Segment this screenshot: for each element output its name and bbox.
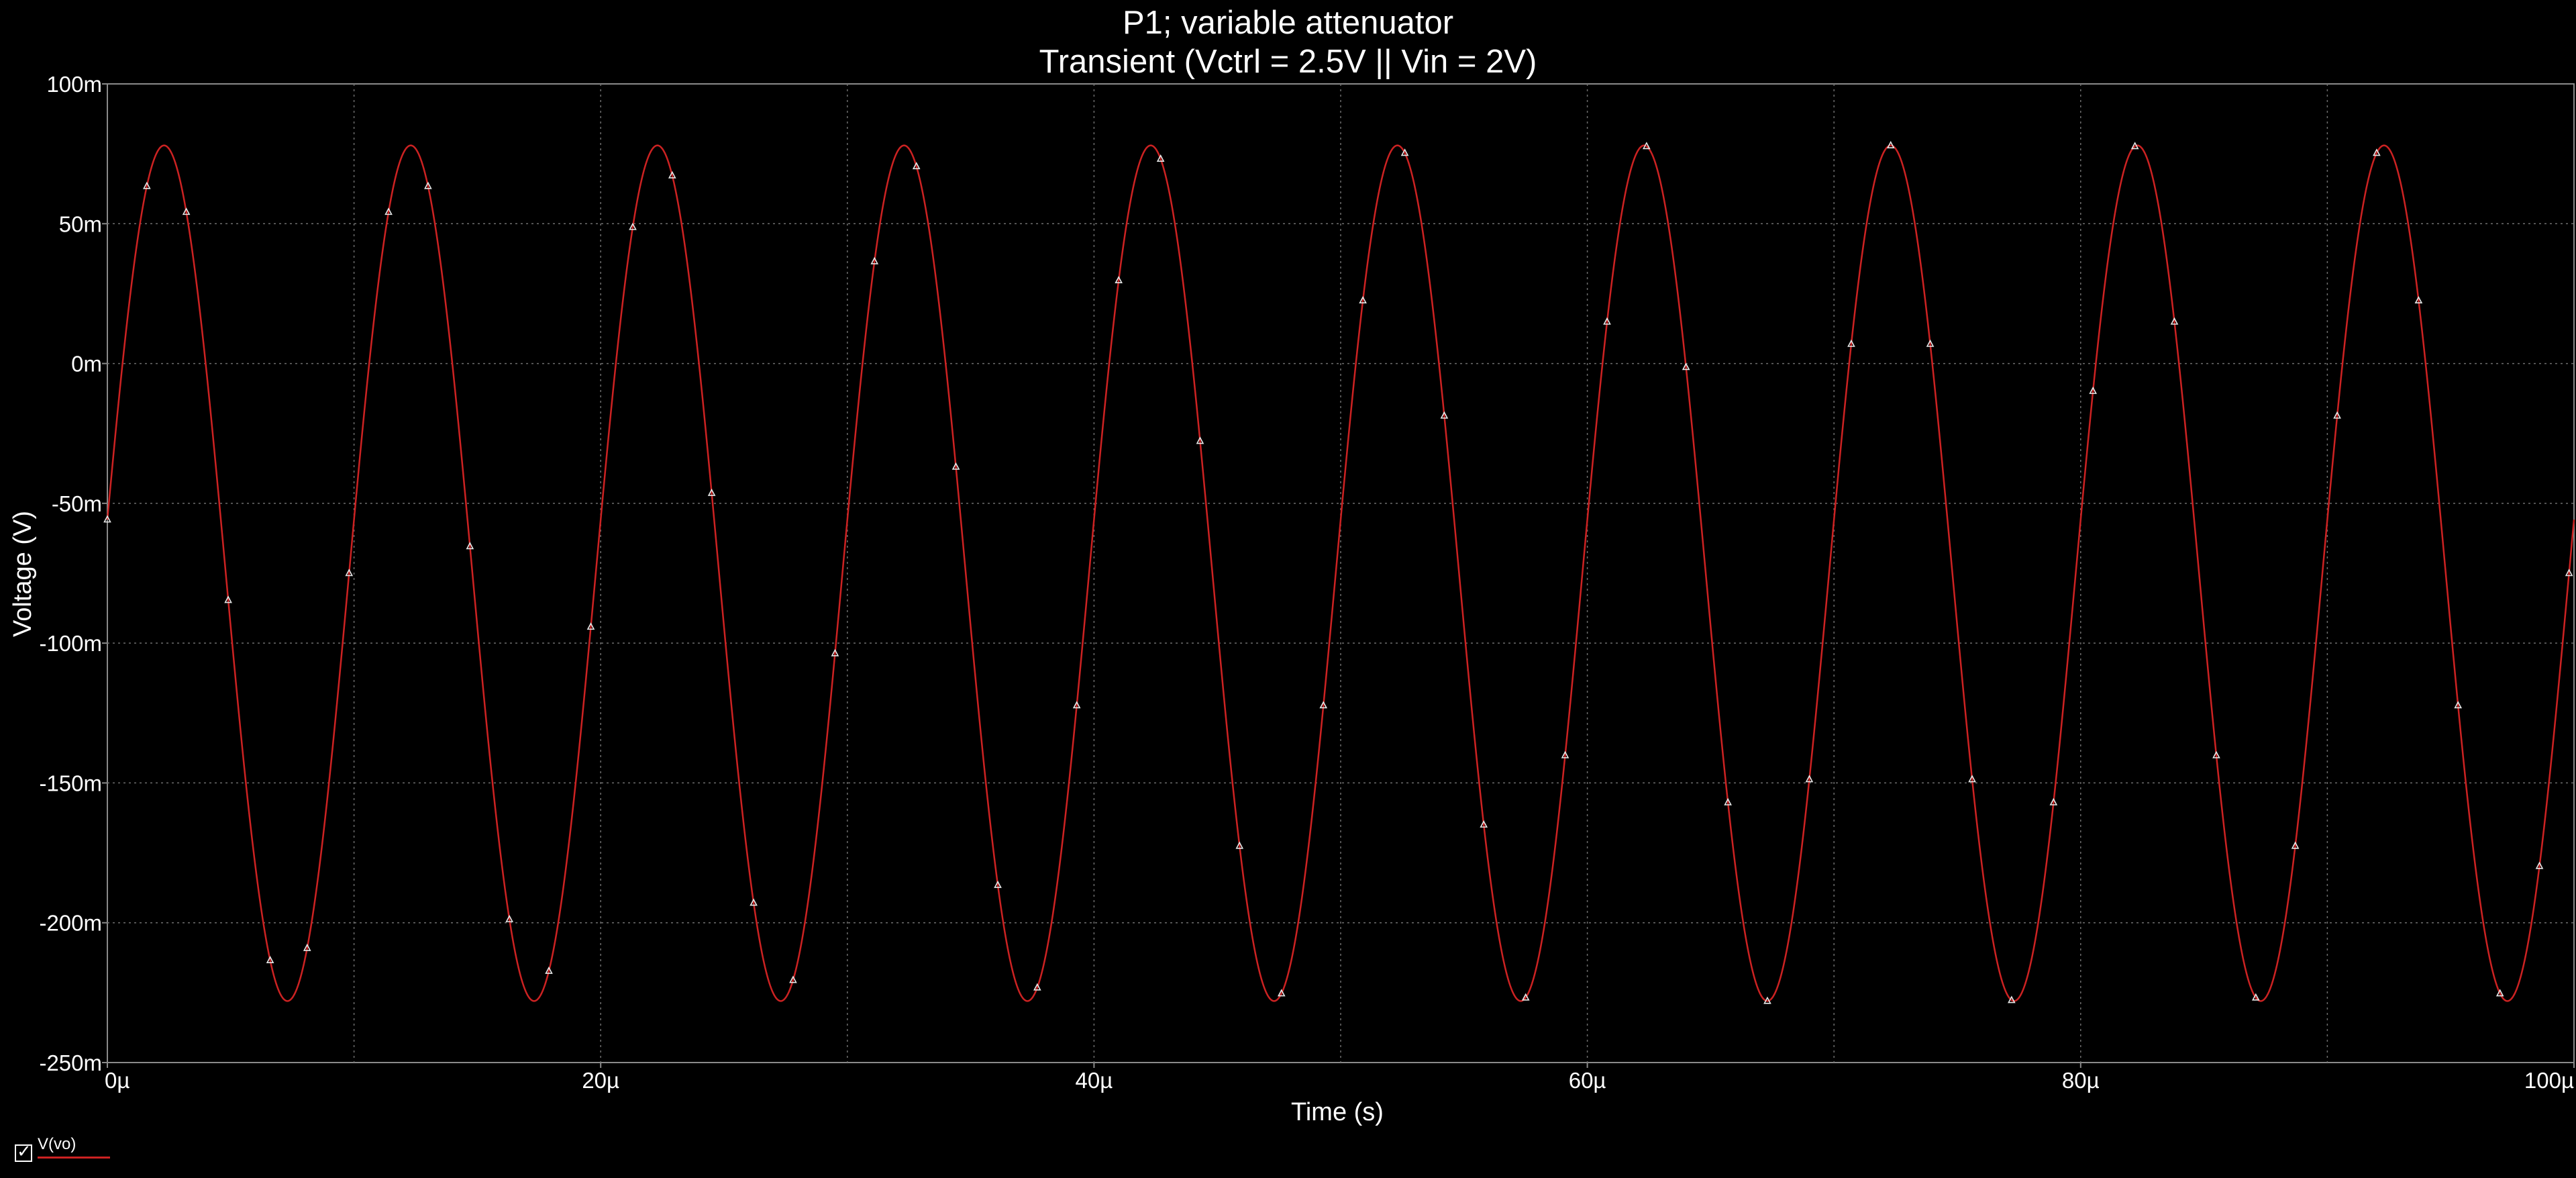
x-tick-labels: 0µ 20µ 40µ 60µ 80µ 100µ [105, 1063, 2575, 1093]
data-point-marker [1561, 750, 1569, 758]
data-point-marker [1521, 993, 1530, 1001]
legend-entry-vvo[interactable]: V(vo) [38, 1136, 110, 1159]
data-point-marker [2170, 317, 2179, 325]
data-point-marker [1400, 148, 1409, 156]
data-point-marker [2212, 750, 2220, 758]
data-point-marker [1805, 775, 1814, 783]
data-point-marker [1072, 701, 1081, 709]
data-point-marker [2454, 701, 2463, 709]
data-point-marker [1724, 797, 1732, 805]
data-point-marker [1440, 411, 1449, 419]
data-point-marker [266, 955, 274, 963]
data-point-marker [951, 462, 960, 470]
data-point-marker [2008, 995, 2016, 1003]
y-tick-label: 0m [71, 352, 102, 377]
legend-checkbox[interactable] [15, 1142, 32, 1162]
data-point-marker [1235, 841, 1244, 849]
data-point-marker [466, 542, 474, 550]
data-point-marker [545, 966, 553, 974]
data-point-marker [1196, 436, 1204, 444]
chart-title: P1; variable attenuator [1122, 5, 1454, 41]
data-point-marker [1847, 339, 1855, 347]
x-tick-label: 80µ [2062, 1068, 2100, 1093]
data-point-marker [2089, 386, 2098, 394]
data-point-marker [750, 898, 758, 906]
data-point-marker [142, 181, 151, 189]
legend: V(vo) [15, 1136, 110, 1162]
x-tick-label: 20µ [582, 1068, 619, 1093]
data-point-marker [870, 256, 879, 264]
data-point-marker [912, 162, 921, 170]
data-point-marker [1033, 983, 1041, 991]
y-axis-label: Voltage (V) [9, 511, 37, 637]
data-point-marker [182, 207, 191, 215]
data-point-marker [707, 488, 716, 496]
data-point-marker [2495, 989, 2504, 997]
data-point-marker [789, 975, 797, 983]
x-tick-label: 100µ [2524, 1068, 2574, 1093]
data-point-marker [2535, 861, 2544, 869]
data-point-marker [1359, 296, 1367, 304]
series-line-vvo [106, 144, 2575, 1002]
grid [107, 84, 2574, 1063]
y-tick-label: -250m [39, 1050, 102, 1075]
data-point-marker [629, 222, 637, 230]
y-tick-label: -150m [39, 771, 102, 795]
legend-label: V(vo) [38, 1135, 76, 1153]
data-point-marker [831, 648, 839, 656]
data-point-marker [103, 515, 111, 523]
data-point-marker [1642, 142, 1651, 150]
data-point-marker [1115, 275, 1123, 284]
data-point-marker [1886, 140, 1895, 148]
y-tick-label: -200m [39, 911, 102, 936]
data-point-marker [994, 880, 1002, 888]
y-tick-labels: 100m 50m 0m -50m -100m -150m -200m -250m [39, 72, 107, 1075]
y-tick-label: 50m [59, 211, 102, 236]
x-tick-label: 60µ [1569, 1068, 1606, 1093]
data-point-marker [1319, 701, 1328, 709]
data-point-marker [1926, 339, 1935, 347]
x-axis-label: Time (s) [1291, 1098, 1384, 1126]
data-point-marker [1763, 996, 1771, 1004]
data-point-marker [668, 170, 676, 179]
y-tick-label: -100m [39, 631, 102, 656]
data-point-marker [2414, 296, 2423, 304]
data-point-marker [2291, 841, 2300, 849]
data-point-marker [2251, 993, 2260, 1001]
series-markers [103, 140, 2573, 1004]
data-point-marker [345, 569, 354, 577]
y-tick-label: 100m [46, 72, 102, 97]
data-point-marker [1156, 154, 1165, 162]
data-point-marker [2565, 569, 2573, 577]
data-point-marker [505, 914, 514, 922]
x-tick-label: 0µ [105, 1068, 130, 1093]
data-point-marker [384, 207, 393, 215]
data-point-marker [2049, 797, 2058, 805]
data-point-marker [2130, 142, 2139, 150]
data-point-marker [1682, 362, 1690, 371]
data-point-marker [1968, 775, 1976, 783]
data-point-marker [303, 943, 311, 951]
data-point-marker [1480, 820, 1488, 828]
legend-swatch [38, 1157, 110, 1159]
y-tick-label: -50m [52, 491, 102, 516]
data-point-marker [2373, 148, 2381, 156]
data-point-marker [1277, 989, 1286, 997]
data-point-marker [586, 622, 595, 630]
data-point-marker [2333, 411, 2341, 419]
data-point-marker [1603, 317, 1611, 325]
data-point-marker [224, 595, 232, 603]
chart-subtitle: Transient (Vctrl = 2.5V || Vin = 2V) [1039, 44, 1537, 80]
x-tick-label: 40µ [1076, 1068, 1113, 1093]
data-point-marker [424, 181, 432, 189]
